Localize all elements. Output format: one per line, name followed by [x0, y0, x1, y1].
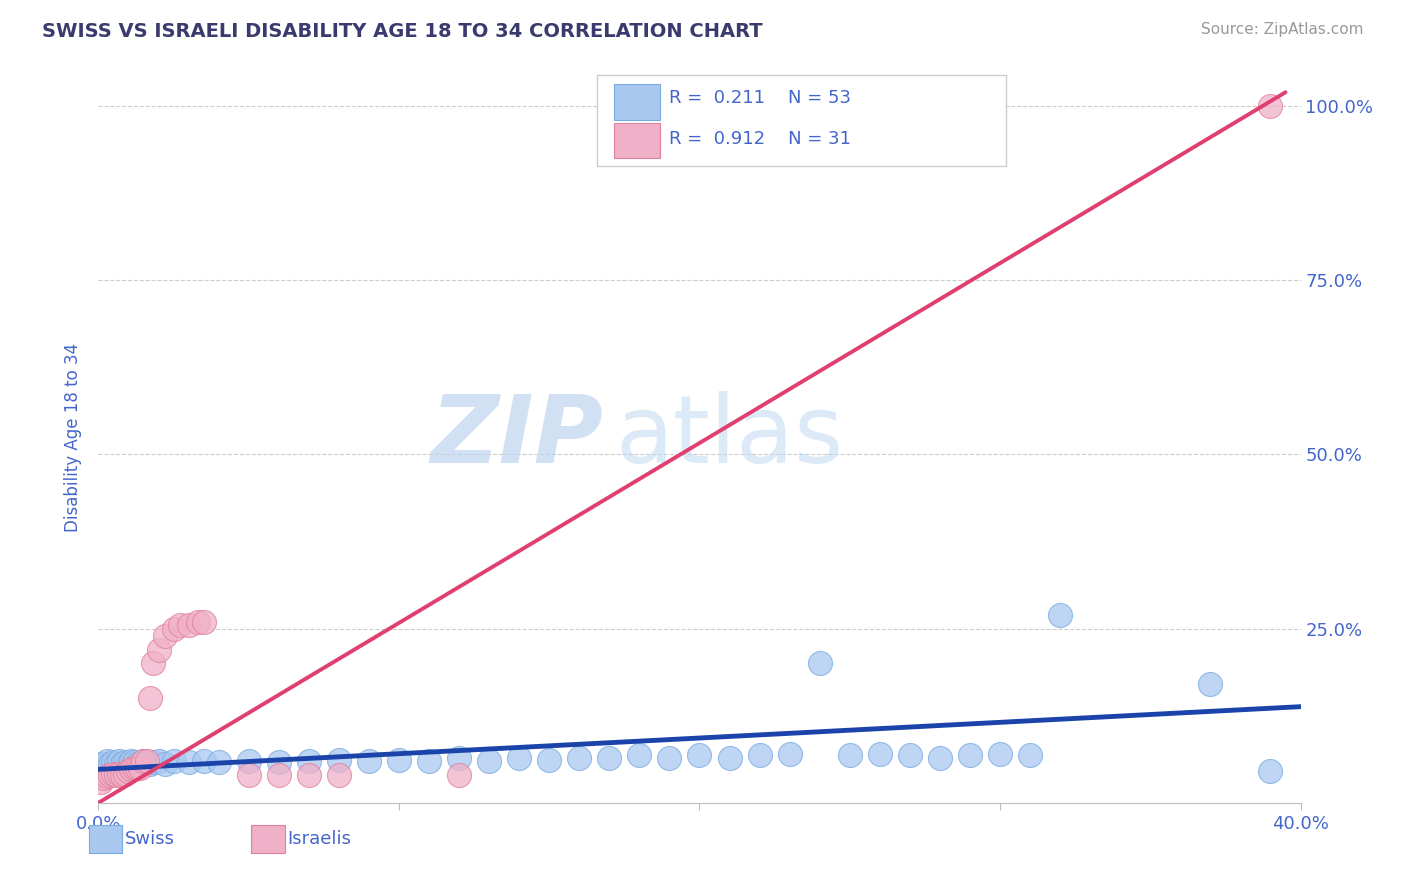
Point — [628, 748, 651, 763]
Point — [93, 772, 115, 786]
Point — [124, 756, 146, 770]
Point — [96, 769, 118, 783]
Point — [187, 615, 209, 629]
Point — [169, 618, 191, 632]
Point — [1049, 607, 1071, 622]
Text: Swiss: Swiss — [125, 830, 174, 848]
Point — [208, 756, 231, 770]
Text: Israelis: Israelis — [287, 830, 352, 848]
Point — [298, 754, 321, 768]
Point — [148, 754, 170, 768]
Point — [177, 618, 200, 632]
Text: atlas: atlas — [616, 391, 844, 483]
Point — [869, 747, 891, 761]
Point — [688, 748, 710, 763]
Point — [111, 757, 134, 772]
Y-axis label: Disability Age 18 to 34: Disability Age 18 to 34 — [65, 343, 83, 532]
Point — [162, 622, 184, 636]
Point — [538, 753, 561, 767]
Point — [447, 768, 470, 782]
FancyBboxPatch shape — [614, 123, 659, 158]
Point — [959, 748, 981, 763]
Point — [100, 757, 122, 772]
Point — [1019, 748, 1042, 763]
Point — [238, 754, 260, 768]
Text: SWISS VS ISRAELI DISABILITY AGE 18 TO 34 CORRELATION CHART: SWISS VS ISRAELI DISABILITY AGE 18 TO 34… — [42, 22, 763, 41]
Point — [132, 754, 155, 768]
Point — [105, 757, 128, 772]
Point — [328, 753, 350, 767]
Point — [1260, 99, 1282, 113]
Point — [117, 764, 139, 779]
Point — [138, 691, 160, 706]
Point — [658, 750, 681, 764]
Point — [508, 750, 530, 764]
Point — [103, 766, 125, 780]
Text: R =  0.211    N = 53: R = 0.211 N = 53 — [669, 89, 852, 107]
Point — [111, 768, 134, 782]
Point — [135, 756, 157, 770]
Point — [598, 750, 620, 764]
Point — [121, 763, 143, 777]
Point — [138, 757, 160, 772]
Point — [124, 761, 146, 775]
Point — [1260, 764, 1282, 779]
Point — [148, 642, 170, 657]
Point — [193, 615, 215, 629]
Point — [90, 757, 112, 772]
Point — [929, 750, 952, 764]
Point — [132, 754, 155, 768]
Point — [193, 754, 215, 768]
Point — [100, 768, 122, 782]
Point — [127, 761, 149, 775]
Point — [108, 766, 131, 780]
Point — [478, 754, 501, 768]
Point — [141, 756, 163, 770]
FancyBboxPatch shape — [89, 825, 122, 853]
Point — [838, 748, 860, 763]
Point — [114, 766, 136, 780]
Point — [718, 750, 741, 764]
Point — [117, 757, 139, 772]
Text: Source: ZipAtlas.com: Source: ZipAtlas.com — [1201, 22, 1364, 37]
Point — [177, 756, 200, 770]
Point — [129, 761, 152, 775]
FancyBboxPatch shape — [252, 825, 285, 853]
Point — [418, 754, 440, 768]
Point — [96, 754, 118, 768]
Point — [447, 750, 470, 764]
Point — [90, 775, 112, 789]
Point — [105, 768, 128, 782]
Point — [1199, 677, 1222, 691]
Point — [898, 748, 921, 763]
Point — [267, 768, 290, 782]
Point — [114, 756, 136, 770]
Point — [748, 748, 770, 763]
Point — [298, 768, 321, 782]
Point — [103, 756, 125, 770]
Point — [93, 757, 115, 772]
Point — [127, 757, 149, 772]
Point — [388, 753, 411, 767]
Point — [141, 657, 163, 671]
Point — [779, 747, 801, 761]
Point — [153, 757, 176, 772]
Point — [108, 754, 131, 768]
Point — [162, 754, 184, 768]
Text: R =  0.912    N = 31: R = 0.912 N = 31 — [669, 130, 852, 148]
Text: ZIP: ZIP — [430, 391, 603, 483]
Point — [808, 657, 831, 671]
FancyBboxPatch shape — [598, 75, 1007, 167]
Point — [328, 768, 350, 782]
Point — [135, 754, 157, 768]
Point — [267, 756, 290, 770]
FancyBboxPatch shape — [614, 85, 659, 120]
Point — [121, 754, 143, 768]
Point — [238, 768, 260, 782]
Point — [153, 629, 176, 643]
Point — [357, 754, 380, 768]
Point — [568, 750, 591, 764]
Point — [988, 747, 1011, 761]
